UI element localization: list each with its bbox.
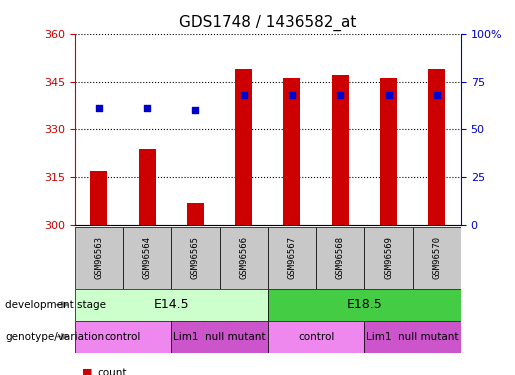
Text: genotype/variation: genotype/variation: [5, 332, 104, 342]
Bar: [75, 289, 268, 321]
Text: GSM96567: GSM96567: [287, 236, 297, 279]
Title: GDS1748 / 1436582_at: GDS1748 / 1436582_at: [179, 15, 356, 31]
Text: GSM96570: GSM96570: [432, 236, 441, 279]
Bar: [139, 148, 156, 225]
Point: [143, 105, 151, 111]
Bar: [90, 171, 107, 225]
Bar: [365, 321, 461, 352]
Bar: [283, 78, 300, 225]
Text: GSM96566: GSM96566: [239, 236, 248, 279]
Bar: [187, 202, 204, 225]
Bar: [332, 75, 349, 225]
Bar: [235, 69, 252, 225]
Bar: [428, 69, 445, 225]
Point: [239, 92, 248, 98]
Point: [191, 107, 199, 113]
Bar: [219, 227, 268, 289]
Bar: [75, 227, 123, 289]
Text: count: count: [98, 368, 127, 375]
Text: GSM96563: GSM96563: [94, 236, 104, 279]
Text: control: control: [105, 332, 141, 342]
Bar: [171, 227, 219, 289]
Text: ■: ■: [82, 368, 93, 375]
Point: [384, 92, 392, 98]
Bar: [380, 78, 397, 225]
Bar: [268, 321, 365, 352]
Text: development stage: development stage: [5, 300, 106, 310]
Bar: [413, 227, 461, 289]
Point: [95, 105, 103, 111]
Bar: [316, 227, 365, 289]
Text: E14.5: E14.5: [153, 298, 189, 311]
Point: [336, 92, 345, 98]
Bar: [75, 321, 171, 352]
Text: GSM96565: GSM96565: [191, 236, 200, 279]
Text: GSM96564: GSM96564: [143, 236, 151, 279]
Text: GSM96569: GSM96569: [384, 236, 393, 279]
Text: Lim1  null mutant: Lim1 null mutant: [366, 332, 459, 342]
Text: GSM96568: GSM96568: [336, 236, 345, 279]
Bar: [268, 227, 316, 289]
Point: [433, 92, 441, 98]
Bar: [365, 227, 413, 289]
Text: control: control: [298, 332, 334, 342]
Bar: [171, 321, 268, 352]
Text: Lim1  null mutant: Lim1 null mutant: [173, 332, 266, 342]
Bar: [268, 289, 461, 321]
Bar: [123, 227, 171, 289]
Text: E18.5: E18.5: [347, 298, 382, 311]
Point: [288, 92, 296, 98]
